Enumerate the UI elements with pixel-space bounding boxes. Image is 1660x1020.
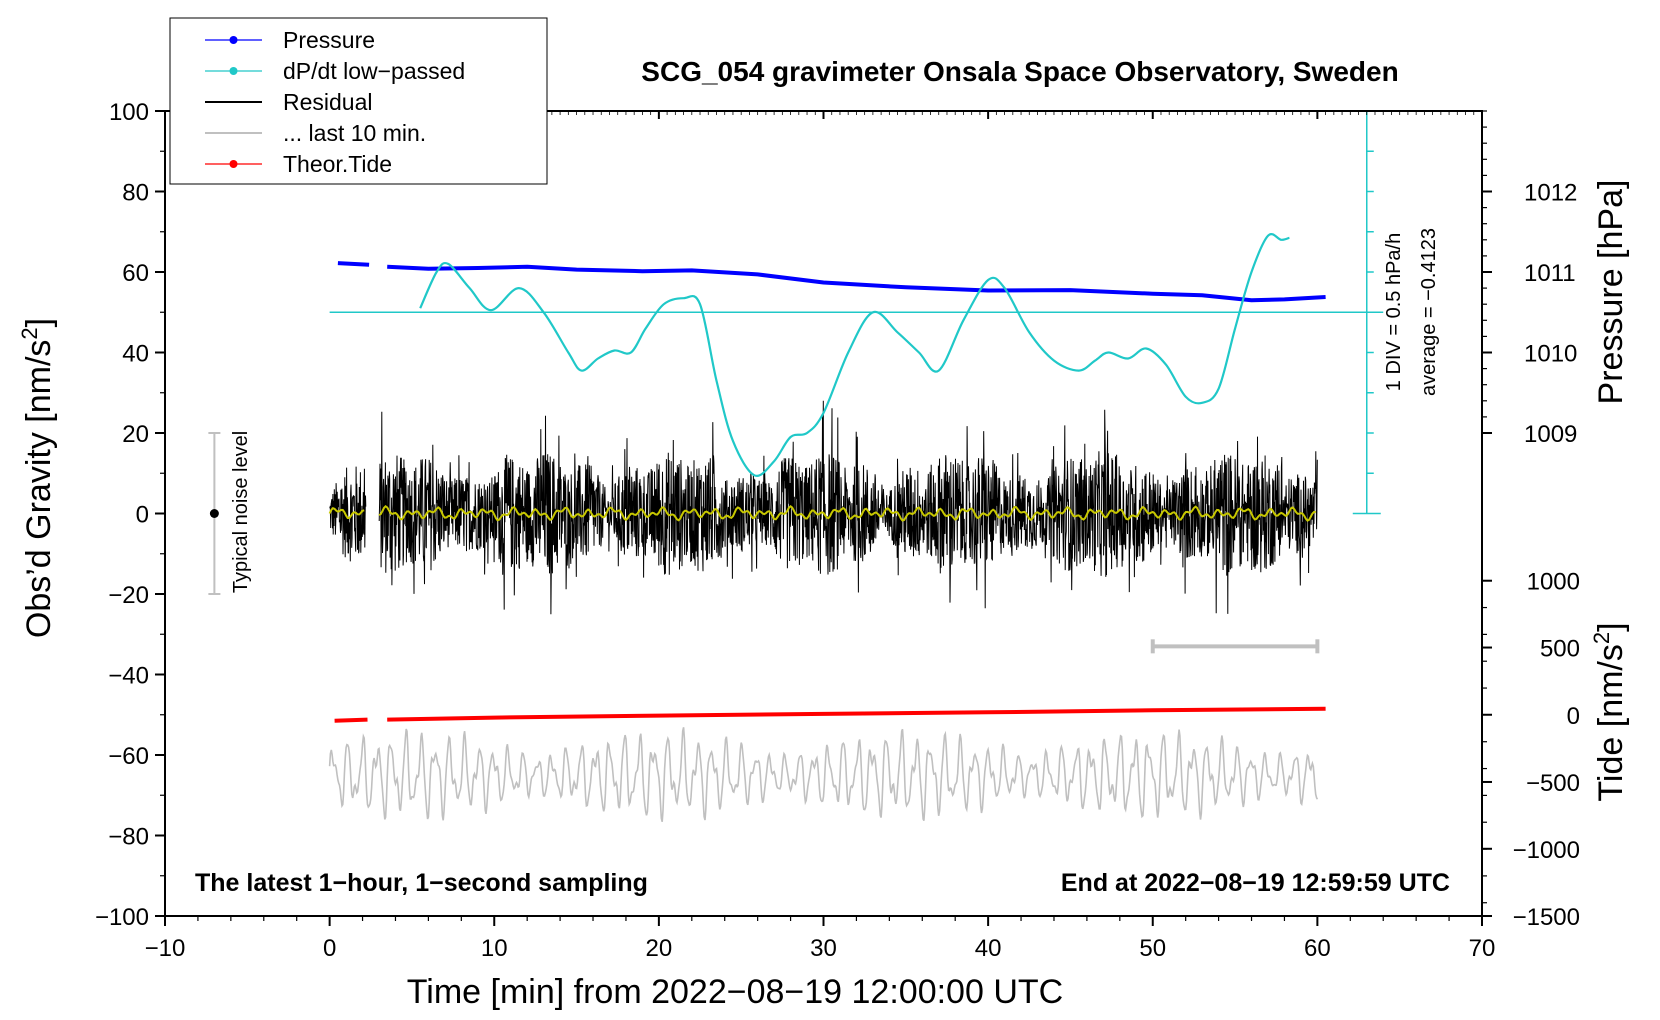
legend-label: dP/dt low−passed [283, 58, 465, 84]
x-tick-label: 20 [646, 935, 673, 962]
y-tick-label: 60 [122, 260, 149, 287]
x-tick-label: 40 [975, 935, 1002, 962]
noise-bar-dot [209, 509, 219, 518]
axis-layer: −10 0 10 20 30 40 50 60 70100806040200−20−40−60−… [95, 99, 1580, 962]
plot-layer [208, 110, 1384, 822]
legend-marker [229, 67, 238, 75]
residual-smoothed-line [328, 505, 1316, 522]
annotation-sampling: The latest 1−hour, 1−second sampling [195, 869, 648, 897]
y-tick-label: 80 [122, 180, 149, 207]
legend-label: Theor.Tide [283, 151, 392, 177]
y-axis-label: Obs’d Gravity [nm/s2] [17, 318, 58, 638]
y-tick-label: −80 [108, 824, 149, 851]
y-axis-label-end: ] [20, 318, 58, 327]
annotation-average: average = −0.4123 [1418, 228, 1440, 396]
annotation-noise-level: Typical noise level [230, 431, 252, 593]
y-tick-label: −100 [95, 904, 149, 931]
pressure-tick-label: 1010 [1524, 341, 1577, 368]
x-axis-label: Time [min] from 2022−08−19 12:00:00 UTC [407, 973, 1063, 1011]
pressure-line [337, 261, 1326, 303]
tide-tick-label: −500 [1526, 770, 1580, 797]
tide-tick-label: −1500 [1513, 904, 1580, 931]
last-10-min-line [328, 727, 1319, 822]
chart-title: SCG_054 gravimeter Onsala Space Observat… [641, 56, 1398, 87]
x-tick-label: 70 [1469, 935, 1496, 962]
dpdt-line [419, 233, 1290, 477]
pressure-axis-label: Pressure [hPa] [1592, 180, 1630, 405]
residual-line [329, 400, 1318, 615]
y-tick-label: 20 [122, 421, 149, 448]
annotation-end-time: End at 2022−08−19 12:59:59 UTC [1061, 869, 1450, 897]
annotation-div-scale: 1 DIV = 0.5 hPa/h [1383, 233, 1405, 391]
pressure-tick-label: 1009 [1524, 421, 1577, 448]
x-tick-label: 0 [323, 935, 336, 962]
pressure-tick-label: 1012 [1524, 180, 1577, 207]
tide-line [334, 706, 1326, 723]
y-tick-label: 40 [122, 341, 149, 368]
y-axis-label-main: Obs’d Gravity [nm/s [20, 340, 58, 639]
x-tick-label: 50 [1139, 935, 1166, 962]
y-tick-label: 100 [109, 99, 149, 126]
x-tick-label: 30 [810, 935, 837, 962]
tide-tick-label: 1000 [1527, 569, 1580, 596]
x-tick-label: 10 [481, 935, 508, 962]
legend-marker [229, 36, 238, 44]
x-tick-label: −10 [145, 935, 186, 962]
legend-label: Pressure [283, 27, 375, 53]
y-tick-label: −20 [108, 582, 149, 609]
tide-axis-label-end: ] [1592, 622, 1630, 631]
tide-tick-label: 0 [1567, 703, 1580, 730]
pressure-tick-label: 1011 [1524, 260, 1576, 287]
legend-marker [229, 160, 238, 168]
legend-label: ... last 10 min. [283, 120, 426, 146]
tide-axis-label-sup: 2 [1589, 632, 1614, 644]
tide-axis-label: Tide [nm/s2] [1589, 622, 1630, 801]
legend: Pressure dP/dt low−passed Residual ... last… [169, 17, 548, 185]
x-tick-label: 60 [1304, 935, 1331, 962]
y-tick-label: −40 [108, 663, 149, 690]
tide-axis-label-main: Tide [nm/s [1592, 644, 1630, 801]
tide-tick-label: −1000 [1513, 837, 1580, 864]
y-tick-label: −60 [108, 743, 149, 770]
y-axis-label-sup: 2 [17, 327, 42, 339]
tide-tick-label: 500 [1540, 636, 1580, 663]
legend-label: Residual [283, 89, 373, 115]
y-tick-label: 0 [136, 502, 149, 529]
